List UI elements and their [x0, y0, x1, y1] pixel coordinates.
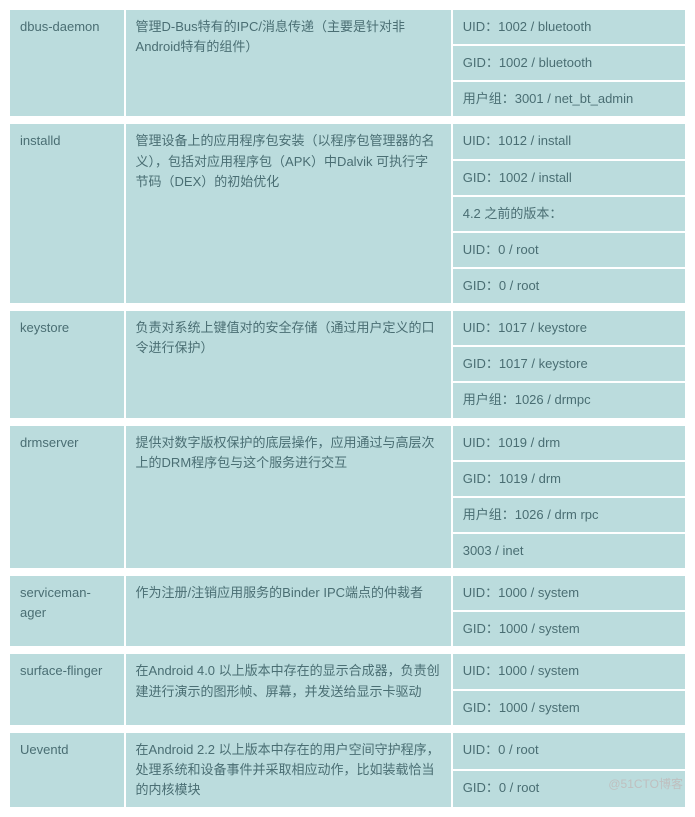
process-id-entry: UID：1019 / drm [453, 426, 685, 460]
group-separator [10, 648, 685, 652]
process-id-entry: GID：1000 / system [453, 612, 685, 646]
process-description: 在Android 4.0 以上版本中存在的显示合成器，负责创建进行演示的图形帧、… [126, 654, 451, 724]
group-separator [10, 305, 685, 309]
process-name: keystore [10, 311, 124, 417]
process-name: drmserver [10, 426, 124, 569]
process-id-entry: UID：1000 / system [453, 576, 685, 610]
process-name: installd [10, 124, 124, 303]
process-id-entry: UID：1012 / install [453, 124, 685, 158]
process-id-entry: UID：0 / root [453, 733, 685, 769]
process-description: 在Android 2.2 以上版本中存在的用户空间守护程序，处理系统和设备事件并… [126, 733, 451, 807]
process-id-entry: GID：1017 / keystore [453, 347, 685, 381]
process-id-entry: UID：1017 / keystore [453, 311, 685, 345]
process-table: dbus-daemon管理D-Bus特有的IPC/消息传递（主要是针对非Andr… [8, 8, 687, 809]
process-name: serviceman-ager [10, 576, 124, 646]
process-id-entry: UID：0 / root [453, 233, 685, 267]
process-id-entry: 用户组：1026 / drmpc [453, 383, 685, 417]
process-description: 管理D-Bus特有的IPC/消息传递（主要是针对非Android特有的组件） [126, 10, 451, 116]
group-separator [10, 118, 685, 122]
process-id-entry: 3003 / inet [453, 534, 685, 568]
group-separator [10, 420, 685, 424]
process-id-entry: UID：1000 / system [453, 654, 685, 688]
process-id-entry: 用户组：3001 / net_bt_admin [453, 82, 685, 116]
process-description: 负责对系统上键值对的安全存储（通过用户定义的口令进行保护） [126, 311, 451, 417]
process-name: Ueventd [10, 733, 124, 807]
process-description: 提供对数字版权保护的底层操作，应用通过与高层次上的DRM程序包与这个服务进行交互 [126, 426, 451, 569]
process-id-entry: GID：1002 / bluetooth [453, 46, 685, 80]
process-id-entry: 4.2 之前的版本： [453, 197, 685, 231]
process-name: surface-flinger [10, 654, 124, 724]
process-description: 作为注册/注销应用服务的Binder IPC端点的仲裁者 [126, 576, 451, 646]
process-id-entry: GID：1019 / drm [453, 462, 685, 496]
process-description: 管理设备上的应用程序包安装（以程序包管理器的名义），包括对应用程序包（APK）中… [126, 124, 451, 303]
process-id-entry: GID：1000 / system [453, 691, 685, 725]
group-separator [10, 727, 685, 731]
watermark: @51CTO博客 [608, 775, 683, 792]
process-id-entry: GID：0 / root [453, 269, 685, 303]
process-name: dbus-daemon [10, 10, 124, 116]
process-id-entry: GID：1002 / install [453, 161, 685, 195]
group-separator [10, 570, 685, 574]
process-id-entry: 用户组：1026 / drm rpc [453, 498, 685, 532]
process-id-entry: UID：1002 / bluetooth [453, 10, 685, 44]
